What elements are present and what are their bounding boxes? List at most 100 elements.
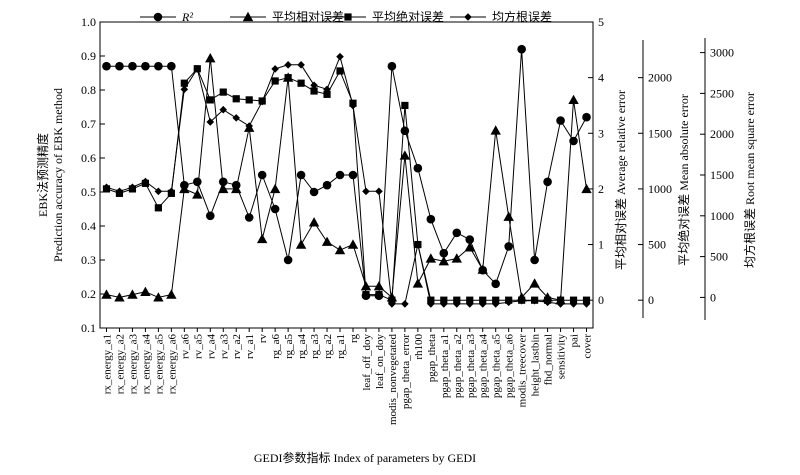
data-point-square <box>284 74 292 82</box>
data-point-diamond <box>401 300 409 308</box>
data-point-diamond <box>556 300 565 308</box>
data-point-circle <box>439 248 449 258</box>
data-point-diamond <box>323 85 331 94</box>
data-point-diamond <box>569 300 578 308</box>
data-point-circle <box>426 214 436 224</box>
data-point-triangle <box>360 281 372 291</box>
data-point-diamond <box>517 296 526 305</box>
data-point-circle <box>582 112 591 122</box>
data-point-diamond <box>297 61 305 69</box>
x-axis-tick-label: rg_a2 <box>322 334 334 359</box>
mae-axis-tick-label: 0 <box>648 293 654 307</box>
data-point-circle <box>128 61 137 71</box>
plot-frame <box>99 21 594 329</box>
data-point-circle <box>348 170 358 180</box>
data-point-diamond <box>154 187 163 196</box>
data-point-triangle <box>529 278 540 288</box>
y-axis-title-root-mean-square-error: 均方根误差 Root mean square error <box>742 92 757 268</box>
data-point-circle <box>244 213 254 222</box>
right-axis-are-tick-label: 3 <box>598 126 604 140</box>
right-axis-are-tick-label: 4 <box>598 71 604 85</box>
data-point-square <box>154 204 162 212</box>
data-point-triangle <box>192 189 203 199</box>
data-point-triangle <box>114 292 125 302</box>
data-point-triangle <box>231 183 242 194</box>
mae-axis-tick-label: 2000 <box>648 71 672 85</box>
left-axis-tick-label: 0.5 <box>81 185 96 199</box>
series-line-triangle <box>106 58 587 301</box>
data-point-square <box>206 96 214 104</box>
data-point-diamond <box>180 85 189 94</box>
data-point-circle <box>283 255 293 265</box>
data-point-square <box>375 291 383 299</box>
right-axis-are-tick-label: 0 <box>598 293 604 307</box>
data-point-diamond <box>582 300 591 308</box>
y-axis-title-mean-absolute-error: 平均绝对误差 Mean absolute error <box>676 94 691 266</box>
data-point-diamond <box>102 183 111 192</box>
data-point-triangle <box>140 286 151 296</box>
axes: 0.1 0.2 0.3 0.4 0.5 0.6 0.7 0.8 0.9 1.0 0 1 2 3 4 5 0 500… <box>81 15 734 425</box>
legend-item-triangle: 平均相对误差 <box>230 10 344 24</box>
legend-marker-square <box>344 13 352 21</box>
data-point-diamond <box>491 300 500 308</box>
data-point-circle <box>465 235 475 244</box>
data-point-circle <box>205 211 215 221</box>
data-point-triangle <box>477 264 488 274</box>
data-point-diamond <box>530 296 539 305</box>
x-axis-tick-label: rg_a1 <box>335 334 347 359</box>
data-point-diamond <box>336 52 344 61</box>
data-point-triangle <box>295 239 307 249</box>
data-point-triangle <box>256 233 268 244</box>
data-point-diamond <box>388 300 396 308</box>
rmse-axis-tick-label: 500 <box>710 250 728 264</box>
x-axis-tick-label: rx_energy_a5 <box>153 334 165 395</box>
left-axis-tick-label: 1.0 <box>81 15 96 29</box>
data-point-circle <box>102 61 111 71</box>
data-point-triangle <box>334 244 346 255</box>
data-point-circle <box>556 116 565 125</box>
data-point-circle <box>193 177 202 187</box>
x-axis-tick-label: rv_a5 <box>192 334 204 360</box>
data-point-triangle <box>568 94 579 105</box>
data-point-circle <box>270 204 280 214</box>
data-point-diamond <box>543 298 552 307</box>
x-axis-tick-label: rg_a6 <box>270 334 282 359</box>
x-axis-tick-label: pgap_theta_error <box>400 334 412 409</box>
rmse-axis-tick-label: 0 <box>710 290 716 304</box>
left-axis-tick-label: 0.4 <box>81 219 96 233</box>
x-axis-tick-label: height_lastbin <box>530 334 542 397</box>
left-axis-tick-label: 0.8 <box>81 83 96 97</box>
data-point-diamond <box>245 122 253 130</box>
data-point-square <box>219 88 227 96</box>
mae-axis-tick-label: 1500 <box>648 126 672 140</box>
data-point-diamond <box>167 187 176 196</box>
series-diamond <box>102 52 591 308</box>
left-axis-tick-label: 0.3 <box>81 253 96 267</box>
x-axis-tick-label: pgap_theta_a1 <box>439 334 451 398</box>
data-point-diamond <box>349 101 357 110</box>
y-axis-title-r2-cn: EBK法预测精度 <box>35 133 50 217</box>
left-axis-tick-label: 0.9 <box>81 49 96 63</box>
legend-marker-circle <box>153 12 163 22</box>
series-line-diamond <box>106 55 587 305</box>
legend-marker-diamond <box>464 13 472 21</box>
data-point-diamond <box>232 114 241 122</box>
data-point-triangle <box>399 150 411 160</box>
series-circle <box>102 44 591 301</box>
data-point-diamond <box>284 61 292 69</box>
data-point-diamond <box>115 187 124 196</box>
data-point-circle <box>257 170 267 180</box>
data-point-triangle <box>490 125 501 135</box>
data-point-diamond <box>219 105 228 114</box>
data-point-circle <box>517 44 526 54</box>
x-axis-tick-label: rx_energy_a6 <box>166 334 178 395</box>
x-axis-tick-label: modis_nonvegetated <box>387 334 399 426</box>
data-point-triangle <box>451 253 462 263</box>
x-axis-tick-label: rv <box>257 334 269 344</box>
data-point-diamond <box>141 177 150 186</box>
x-axis-tick-label: rx_energy_a4 <box>140 334 152 395</box>
data-point-circle <box>504 242 513 251</box>
data-point-circle <box>413 163 423 173</box>
series-line-square <box>106 67 587 301</box>
